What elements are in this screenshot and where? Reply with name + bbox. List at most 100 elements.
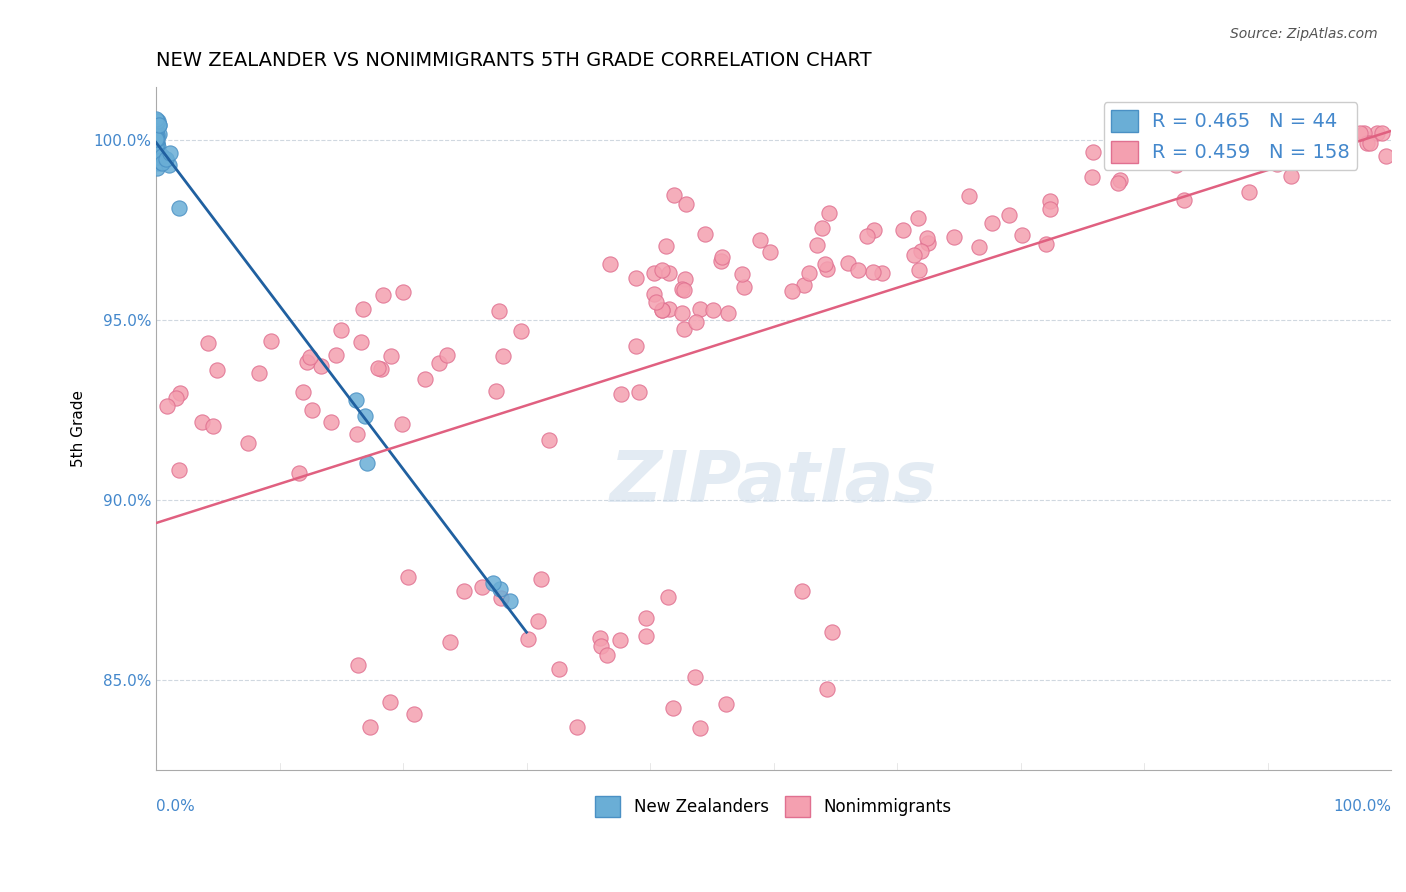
Point bbox=[1173, 193, 1195, 207]
Point bbox=[1288, 146, 1310, 161]
Point bbox=[1109, 172, 1132, 186]
Point bbox=[145, 161, 167, 176]
Point bbox=[981, 216, 1004, 230]
Point bbox=[396, 569, 419, 583]
Point bbox=[1348, 126, 1371, 140]
Point bbox=[146, 113, 169, 128]
Point bbox=[1353, 126, 1375, 140]
Point bbox=[673, 272, 696, 286]
Point bbox=[820, 624, 842, 639]
Point bbox=[814, 257, 837, 271]
Point bbox=[596, 648, 619, 662]
Point bbox=[685, 670, 707, 684]
Point bbox=[471, 580, 494, 594]
Point bbox=[634, 610, 657, 624]
Point bbox=[427, 356, 450, 370]
Point bbox=[413, 372, 436, 386]
Point bbox=[488, 303, 510, 318]
Point bbox=[917, 235, 939, 250]
Point bbox=[907, 211, 929, 226]
Point bbox=[191, 415, 214, 429]
Point bbox=[391, 417, 413, 431]
Point bbox=[202, 418, 225, 433]
Point bbox=[702, 303, 724, 318]
Point bbox=[1285, 126, 1308, 140]
Point bbox=[169, 386, 191, 401]
Point bbox=[436, 348, 458, 362]
Point bbox=[197, 336, 219, 351]
Point bbox=[671, 306, 693, 320]
Point bbox=[710, 253, 733, 268]
Point bbox=[943, 230, 966, 244]
Point bbox=[780, 284, 803, 298]
Point bbox=[150, 149, 173, 163]
Point bbox=[146, 114, 169, 128]
Point bbox=[1237, 185, 1260, 199]
Point bbox=[359, 720, 381, 734]
Point bbox=[145, 128, 167, 143]
Point bbox=[689, 301, 711, 316]
Text: 100.0%: 100.0% bbox=[1333, 799, 1391, 814]
Point bbox=[367, 360, 389, 375]
Point bbox=[485, 384, 508, 399]
Point bbox=[589, 639, 612, 653]
Point bbox=[609, 633, 631, 648]
Point bbox=[1256, 150, 1278, 164]
Point bbox=[291, 384, 314, 399]
Point bbox=[319, 415, 342, 429]
Point bbox=[247, 366, 270, 380]
Point bbox=[373, 287, 395, 301]
Point bbox=[636, 629, 658, 643]
Point bbox=[148, 128, 170, 142]
Point bbox=[330, 323, 353, 337]
Point bbox=[392, 285, 415, 299]
Point bbox=[167, 201, 190, 215]
Point bbox=[1230, 126, 1253, 140]
Point bbox=[1039, 194, 1062, 209]
Point bbox=[627, 385, 650, 400]
Point bbox=[325, 348, 347, 362]
Point bbox=[651, 262, 673, 277]
Point bbox=[145, 124, 167, 138]
Point bbox=[548, 662, 571, 676]
Point bbox=[354, 409, 377, 424]
Point bbox=[643, 287, 665, 301]
Point bbox=[910, 244, 932, 258]
Point bbox=[793, 278, 815, 293]
Text: NEW ZEALANDER VS NONIMMIGRANTS 5TH GRADE CORRELATION CHART: NEW ZEALANDER VS NONIMMIGRANTS 5TH GRADE… bbox=[156, 51, 872, 70]
Point bbox=[378, 695, 401, 709]
Point bbox=[862, 265, 884, 279]
Point bbox=[152, 156, 174, 170]
Point bbox=[148, 118, 170, 132]
Point bbox=[148, 118, 170, 132]
Point bbox=[1375, 149, 1398, 163]
Point bbox=[517, 632, 540, 647]
Point bbox=[655, 238, 678, 252]
Point bbox=[439, 635, 461, 649]
Point bbox=[145, 133, 167, 147]
Point bbox=[731, 267, 754, 281]
Point bbox=[156, 399, 179, 413]
Point bbox=[1302, 126, 1324, 140]
Point bbox=[350, 335, 373, 350]
Point bbox=[145, 126, 167, 140]
Point bbox=[1365, 126, 1388, 140]
Point bbox=[1230, 141, 1253, 155]
Point bbox=[167, 463, 190, 477]
Point bbox=[205, 363, 228, 377]
Point bbox=[145, 131, 167, 145]
Point bbox=[236, 436, 259, 450]
Point bbox=[837, 256, 859, 270]
Point bbox=[145, 145, 167, 159]
Point bbox=[657, 591, 679, 605]
Point bbox=[685, 315, 707, 329]
Point bbox=[759, 245, 782, 260]
Point bbox=[1166, 158, 1188, 172]
Point bbox=[856, 228, 879, 243]
Point bbox=[664, 188, 686, 202]
Point bbox=[530, 572, 553, 586]
Point bbox=[159, 145, 181, 160]
Point bbox=[145, 132, 167, 146]
Point bbox=[957, 188, 980, 202]
Point bbox=[404, 707, 426, 722]
